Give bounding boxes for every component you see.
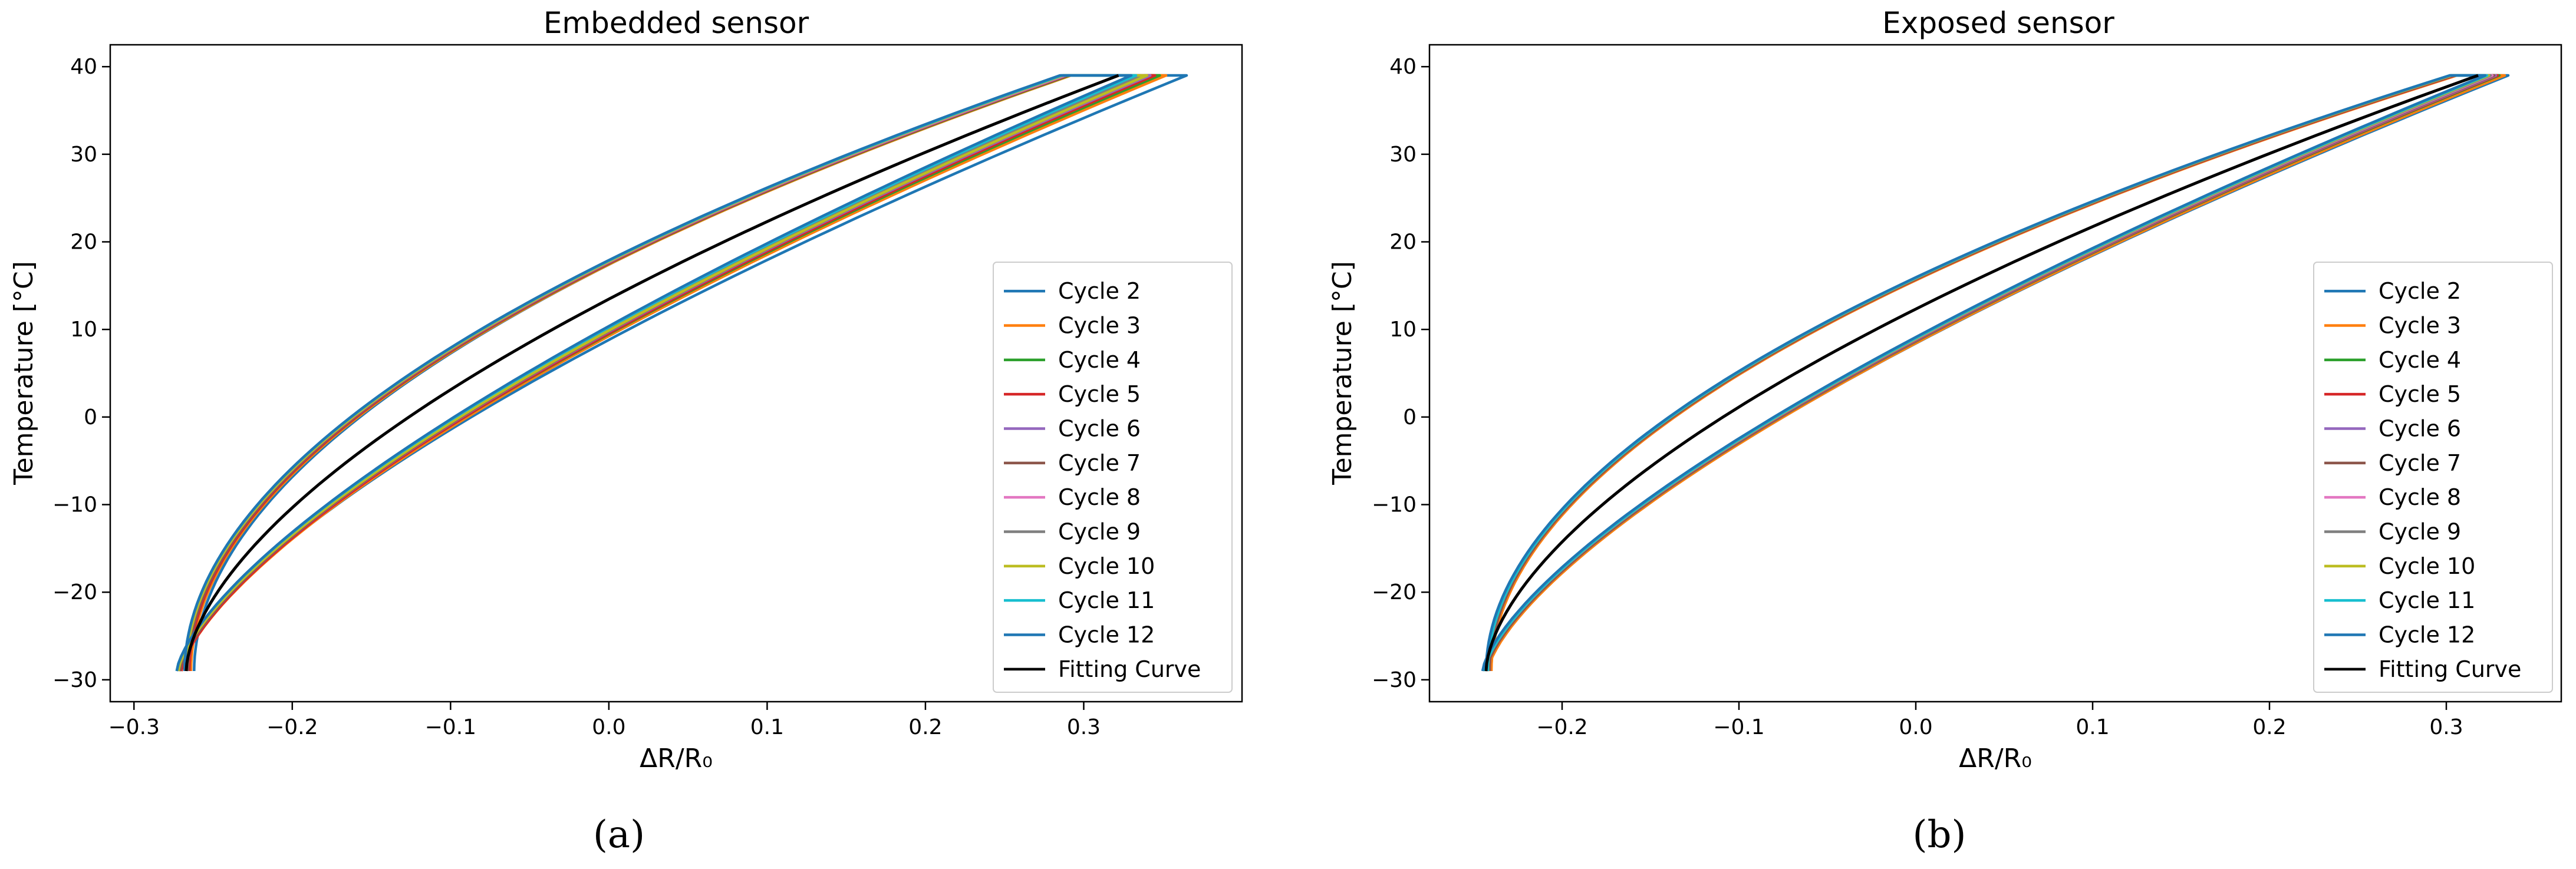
y-tick-label: −20: [52, 580, 97, 604]
y-tick-label: 0: [1403, 405, 1417, 429]
y-tick-label: 10: [1389, 318, 1417, 342]
x-tick-label: −0.2: [266, 715, 318, 739]
y-axis: −30 −20 −10 0 10 20 30 40: [1372, 55, 1429, 692]
series-line-cycle-12: [1481, 74, 2487, 672]
legend-entry-label: Cycle 4: [2379, 347, 2461, 373]
x-tick-label: 0.1: [750, 715, 784, 739]
y-tick-label: 30: [1389, 143, 1417, 167]
y-tick-label: −10: [1372, 493, 1417, 517]
x-tick-label: −0.1: [1713, 715, 1764, 739]
y-tick-label: 40: [1389, 55, 1417, 79]
legend-box: [993, 262, 1233, 693]
y-tick-label: 0: [84, 405, 97, 429]
panel-label-a: (a): [593, 813, 645, 857]
legend-entry-label: Cycle 10: [2379, 553, 2475, 579]
x-tick-label: 0.1: [2076, 715, 2109, 739]
legend-entry-label: Cycle 5: [2379, 381, 2461, 407]
x-axis: −0.3 −0.2 −0.1 0.0 0.1 0.2 0.3: [108, 702, 1101, 739]
y-tick-label: −30: [1372, 668, 1417, 692]
x-tick-label: −0.3: [108, 715, 160, 739]
plot-frame: [109, 44, 1243, 703]
x-axis: −0.2 −0.1 0.0 0.1 0.2 0.3: [1536, 702, 2463, 739]
chart-title: Embedded sensor: [543, 6, 809, 40]
panel-embedded-sensor: Embedded sensor −0.3 −0.2 −0.1 0.0 0.1 0.2 0.3…: [9, 6, 1243, 857]
legend-entry-label: Fitting Curve: [1058, 656, 1201, 682]
plot-frame: [1428, 44, 2562, 703]
legend-entry-label: Cycle 3: [2379, 313, 2461, 339]
legend-entry-label: Cycle 8: [1058, 484, 1141, 510]
legend-entry-label: Cycle 6: [2379, 416, 2461, 442]
y-tick-label: 20: [70, 230, 97, 255]
fitting-curve-line: [185, 74, 1119, 672]
legend-entry-label: Cycle 5: [1058, 381, 1141, 407]
x-tick-label: −0.2: [1536, 715, 1587, 739]
y-tick-label: 20: [1389, 230, 1417, 255]
x-tick-label: 0.3: [1067, 715, 1101, 739]
legend-entry-label: Cycle 9: [2379, 519, 2461, 545]
legend-entry-label: Cycle 2: [2379, 278, 2461, 304]
x-axis-label: ΔR/R₀: [1959, 744, 2032, 774]
y-tick-label: 40: [70, 55, 97, 79]
x-tick-label: 0.2: [908, 715, 942, 739]
y-tick-label: −30: [52, 668, 97, 692]
legend-entry-label: Cycle 9: [1058, 519, 1141, 545]
y-axis-label: Temperature [°C]: [9, 261, 39, 485]
panel-label-b: (b): [1913, 813, 1966, 857]
legend-entry-label: Cycle 8: [2379, 484, 2461, 510]
x-tick-label: −0.1: [425, 715, 476, 739]
plot-marks: [1481, 74, 2510, 672]
x-axis-label: ΔR/R₀: [640, 744, 713, 774]
legend: Cycle 2 Cycle 3 Cycle 4 Cycle 5 Cycle 6 Cycle…: [2313, 262, 2553, 693]
chart-title: Exposed sensor: [1882, 6, 2114, 40]
panel-exposed-sensor: Exposed sensor −0.2 −0.1 0.0 0.1 0.2 0.3 −30−…: [1327, 6, 2562, 857]
legend: Cycle 2 Cycle 3 Cycle 4 Cycle 5 Cycle 6 Cycle…: [993, 262, 1233, 693]
legend-entry-label: Fitting Curve: [2379, 656, 2521, 682]
y-tick-label: −20: [1372, 580, 1417, 604]
x-tick-label: 0.3: [2429, 715, 2463, 739]
legend-entry-label: Cycle 11: [2379, 587, 2475, 613]
legend-entry-label: Cycle 6: [1058, 416, 1141, 442]
legend-entry-label: Cycle 7: [1058, 450, 1141, 476]
legend-entry-label: Cycle 12: [2379, 622, 2475, 648]
legend-entry-label: Cycle 12: [1058, 622, 1155, 648]
x-tick-label: 0.2: [2252, 715, 2286, 739]
legend-entry-label: Cycle 3: [1058, 313, 1141, 339]
y-axis-label: Temperature [°C]: [1327, 261, 1358, 485]
y-tick-label: 10: [70, 318, 97, 342]
y-tick-label: −10: [52, 493, 97, 517]
legend-entry-label: Cycle 7: [2379, 450, 2461, 476]
fitting-curve-line: [1484, 74, 2479, 672]
y-tick-label: 30: [70, 143, 97, 167]
series-line-cycle-12: [175, 74, 1133, 672]
legend-entry-label: Cycle 10: [1058, 553, 1155, 579]
x-tick-label: 0.0: [1899, 715, 1932, 739]
legend-entry-label: Cycle 2: [1058, 278, 1141, 304]
legend-box: [2313, 262, 2553, 693]
legend-entry-label: Cycle 4: [1058, 347, 1141, 373]
x-tick-label: 0.0: [592, 715, 625, 739]
plot-marks: [175, 74, 1188, 672]
legend-entry-label: Cycle 11: [1058, 587, 1155, 613]
y-axis: −30 −20 −10 0 10 20 30 40: [52, 55, 110, 692]
